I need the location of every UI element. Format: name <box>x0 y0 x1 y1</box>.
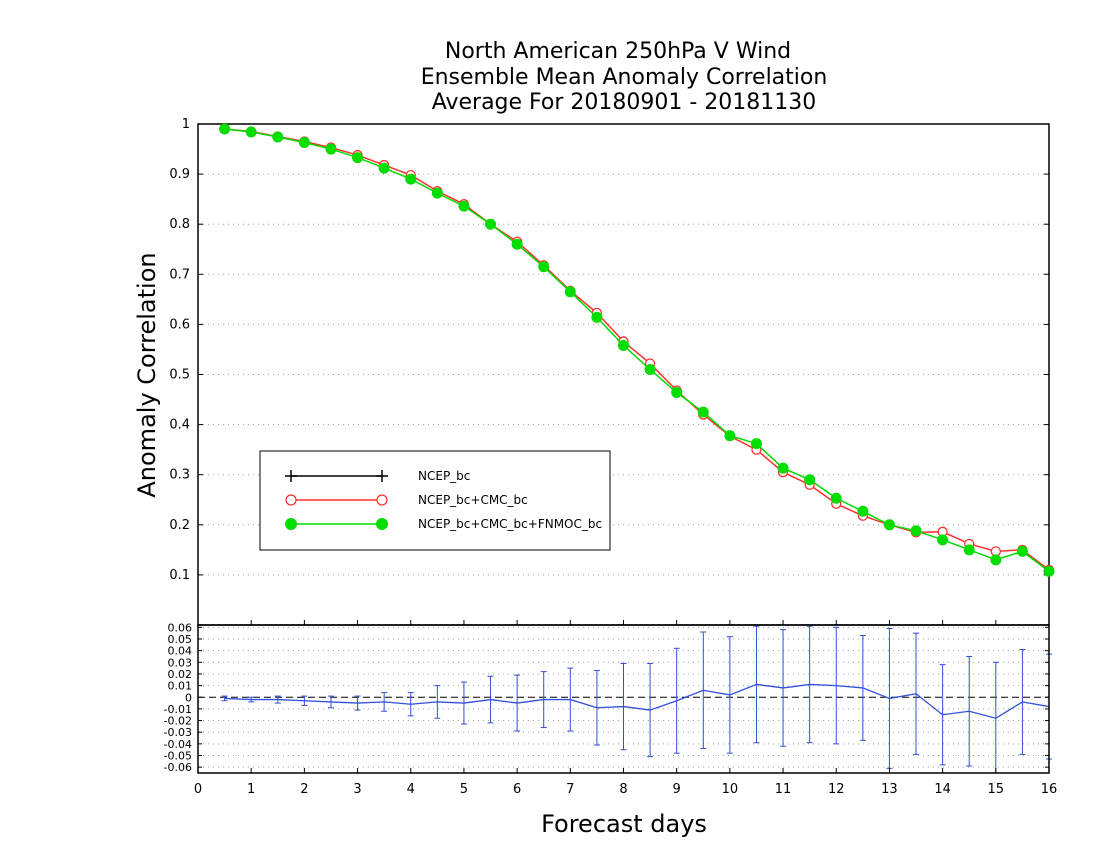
series-point-2 <box>910 525 922 537</box>
x-tick-label: 10 <box>722 782 739 797</box>
series-point-2 <box>352 152 364 164</box>
series-point-2 <box>857 505 869 517</box>
lower-y-tick-label: 0 <box>185 691 192 704</box>
lower-y-tick-label: 0.03 <box>168 656 193 669</box>
x-tick-label: 2 <box>300 782 308 797</box>
series-point-2 <box>671 387 683 399</box>
legend-marker-2 <box>285 518 297 530</box>
x-tick-label: 14 <box>934 782 951 797</box>
lower-y-tick-label: -0.05 <box>164 750 192 763</box>
x-tick-label: 12 <box>828 782 845 797</box>
series-point-2 <box>431 187 443 199</box>
series-point-2 <box>325 143 337 155</box>
lower-y-tick-label: -0.01 <box>164 703 192 716</box>
upper-y-tick-label: 1 <box>182 117 190 132</box>
legend-label-2: NCEP_bc+CMC_bc+FNMOC_bc <box>418 517 602 531</box>
upper-y-tick-label: 0.3 <box>169 468 190 483</box>
lower-y-tick-label: -0.03 <box>164 726 192 739</box>
x-tick-label: 8 <box>619 782 627 797</box>
x-tick-label: 16 <box>1041 782 1058 797</box>
x-tick-label: 4 <box>407 782 415 797</box>
series-point-2 <box>298 137 310 149</box>
lower-y-tick-label: 0.06 <box>168 621 193 634</box>
series-point-2 <box>1016 545 1028 557</box>
title-line-3: Average For 20180901 - 20181130 <box>432 90 817 115</box>
lower-y-tick-label: -0.06 <box>164 761 192 774</box>
upper-y-tick-label: 0.2 <box>169 518 190 533</box>
x-tick-label: 0 <box>194 782 202 797</box>
chart-title: North American 250hPa V Wind Ensemble Me… <box>421 39 828 115</box>
upper-y-tick-label: 0.6 <box>169 317 190 332</box>
x-tick-label: 5 <box>460 782 468 797</box>
x-tick-label: 6 <box>513 782 521 797</box>
series-point-2 <box>564 286 576 298</box>
x-tick-label: 7 <box>566 782 574 797</box>
x-tick-label: 9 <box>673 782 681 797</box>
title-line-1: North American 250hPa V Wind <box>445 39 791 64</box>
x-tick-label: 15 <box>988 782 1005 797</box>
x-tick-label: 1 <box>247 782 255 797</box>
series-point-2 <box>750 438 762 450</box>
legend-marker-1 <box>285 494 297 506</box>
upper-plot-area: 0.1 0.2 0.3 0.4 0.5 0.6 0.7 0.8 0.9 1 <box>169 117 1055 626</box>
lower-y-tick-label: 0.02 <box>168 668 193 681</box>
series-point-2 <box>963 544 975 556</box>
series-point-2 <box>777 462 789 474</box>
x-axis-label: Forecast days <box>541 810 707 838</box>
y-axis-label: Anomaly Correlation <box>133 252 161 497</box>
title-line-2: Ensemble Mean Anomaly Correlation <box>421 65 828 90</box>
upper-y-tick-label: 0.5 <box>169 368 190 383</box>
series-point-2 <box>538 261 550 273</box>
upper-y-tick-label: 0.8 <box>169 217 190 232</box>
series-point-2 <box>511 238 523 250</box>
series-point-2 <box>724 430 736 442</box>
series-point-2 <box>378 162 390 174</box>
series-point-2 <box>990 554 1002 566</box>
legend-marker-1 <box>376 494 388 506</box>
lower-y-tick-label: 0.01 <box>168 680 193 693</box>
legend-label-0: NCEP_bc <box>418 469 470 483</box>
series-point-2 <box>245 126 257 138</box>
upper-y-tick-label: 0.4 <box>169 418 190 433</box>
legend: NCEP_bc NCEP_bc+CMC_bc NCEP_bc+CMC_bc+FNMO… <box>259 450 611 551</box>
series-point-2 <box>804 474 816 486</box>
lower-y-tick-label: 0.04 <box>168 645 193 658</box>
series-point-2 <box>644 363 656 375</box>
series-point-2 <box>591 311 603 323</box>
series-point-2 <box>272 131 284 143</box>
series-point-2 <box>618 339 629 351</box>
series-point-2 <box>830 492 842 504</box>
lower-y-tick-label: 0.05 <box>168 633 193 646</box>
x-tick-label: 13 <box>881 782 898 797</box>
legend-label-1: NCEP_bc+CMC_bc <box>418 493 528 507</box>
series-point-2 <box>937 534 949 546</box>
upper-y-tick-label: 0.1 <box>169 568 190 583</box>
series-point-2 <box>485 218 497 230</box>
series-point-2 <box>1043 565 1055 577</box>
difference-line <box>224 683 1050 719</box>
series-point-2 <box>458 200 470 212</box>
lower-y-tick-label: -0.02 <box>164 715 192 728</box>
lower-plot-area: 0.060.050.040.030.020.010-0.01-0.02-0.03… <box>164 621 1052 774</box>
lower-y-tick-label: -0.04 <box>164 738 192 751</box>
x-axis-ticks: 0 1 2 3 4 5 6 7 8 9 10 11 12 13 14 15 16 <box>194 620 1057 797</box>
upper-y-tick-label: 0.7 <box>169 267 190 282</box>
x-tick-label: 11 <box>775 782 792 797</box>
series-point-2 <box>405 173 417 185</box>
x-tick-label: 3 <box>353 782 361 797</box>
series-point-2 <box>697 406 709 418</box>
series-point-2 <box>219 123 231 135</box>
legend-marker-2 <box>376 518 388 530</box>
series-point-2 <box>883 519 895 531</box>
upper-y-tick-label: 0.9 <box>169 167 190 182</box>
